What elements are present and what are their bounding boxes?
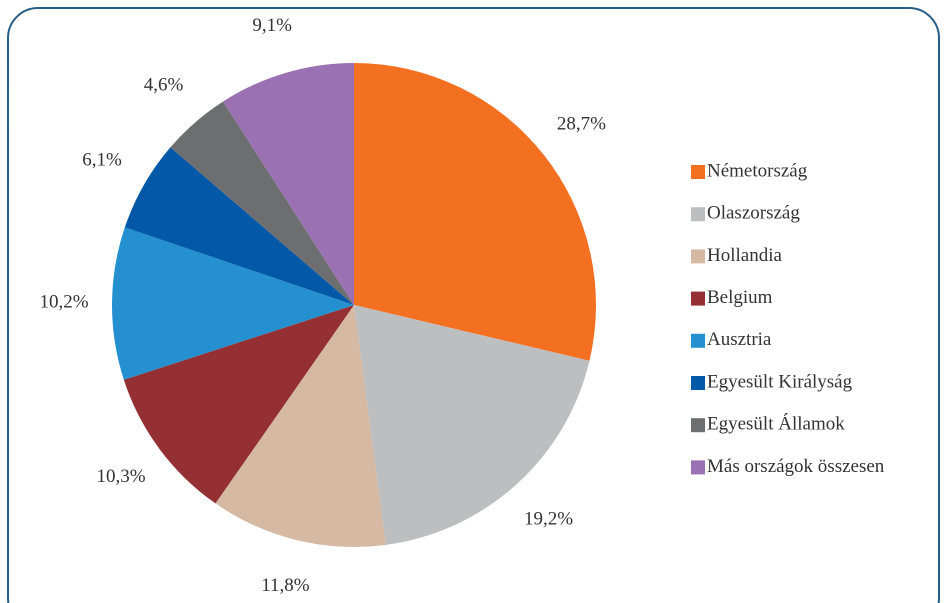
- pie-slice: [354, 305, 590, 545]
- data-label: 28,7%: [557, 113, 606, 134]
- pie-slice: [124, 147, 354, 305]
- data-label: 9,1%: [252, 15, 292, 36]
- pie-slice: [111, 227, 354, 380]
- legend-swatch: [691, 460, 705, 475]
- legend-swatch: [691, 418, 705, 433]
- data-label: 19,2%: [524, 508, 573, 529]
- pie-slice: [354, 63, 597, 361]
- legend-swatch: [691, 207, 705, 222]
- legend-swatch: [691, 249, 705, 264]
- pie-slice: [170, 101, 354, 305]
- legend-label: Egyesült Államok: [707, 413, 845, 435]
- legend-label: Más országok összesen: [707, 456, 885, 477]
- legend-swatch: [691, 165, 705, 179]
- pie-slice: [215, 305, 386, 547]
- legend-label: Németország: [707, 160, 808, 181]
- legend-label: Ausztria: [707, 329, 772, 350]
- legend-label: Olaszország: [707, 203, 800, 224]
- legend-label: Belgium: [707, 287, 773, 308]
- data-label: 11,8%: [261, 575, 310, 596]
- legend-label: Hollandia: [707, 245, 782, 266]
- data-label: 10,3%: [96, 466, 145, 487]
- pie-slice: [223, 63, 354, 305]
- data-label: 10,2%: [39, 292, 88, 313]
- data-label: 4,6%: [144, 75, 184, 96]
- pie-slice: [123, 305, 354, 504]
- legend-swatch: [691, 291, 705, 306]
- legend-swatch: [691, 333, 705, 348]
- data-label: 6,1%: [82, 150, 122, 171]
- legend-label: Egyesült Királyság: [707, 371, 853, 392]
- legend-swatch: [691, 376, 705, 390]
